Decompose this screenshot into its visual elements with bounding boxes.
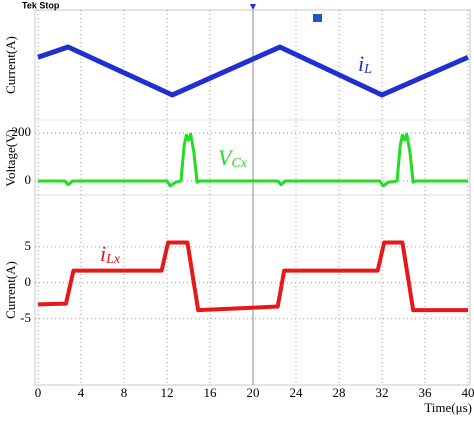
x-tick-label: 12 [161, 385, 174, 400]
y-tick-label: 200 [12, 124, 32, 139]
x-tick-label: 24 [290, 385, 304, 400]
waveform-label: VCx [218, 145, 248, 171]
x-tick-label: 4 [78, 385, 85, 400]
x-tick-label: 28 [333, 385, 346, 400]
label-sub: Cx [231, 156, 247, 171]
y-tick-label: 5 [25, 238, 32, 253]
x-axis-label: Time(μs) [424, 400, 472, 415]
y-axis-label: Current(A) [3, 261, 18, 319]
x-tick-label: 16 [204, 385, 218, 400]
y-tick-label: -5 [20, 310, 31, 325]
waveform [37, 44, 470, 98]
x-tick-label: 0 [35, 385, 42, 400]
waveform-label: iLx [100, 241, 121, 267]
label-sub: L [363, 62, 372, 77]
trigger-marker [250, 4, 256, 10]
x-tick-label: 32 [376, 385, 389, 400]
waveform [38, 132, 468, 188]
x-tick-label: 20 [247, 385, 260, 400]
label-main: i [358, 51, 364, 76]
waveform-label: iL [358, 51, 372, 77]
x-tick-label: 8 [121, 385, 128, 400]
waveform [37, 240, 468, 313]
label-main: V [218, 145, 234, 170]
y-axis-label: Voltage(V) [3, 129, 18, 187]
label-sub: Lx [105, 252, 121, 267]
scope-status: Tek Stop [22, 0, 60, 10]
y-tick-label: 0 [25, 274, 32, 289]
y-tick-label: 0 [25, 172, 32, 187]
trigger-icon [313, 14, 322, 22]
label-main: i [100, 241, 106, 266]
y-axis-label: Current(A) [3, 36, 18, 94]
x-tick-label: 36 [419, 385, 433, 400]
x-tick-label: 40 [462, 385, 474, 400]
